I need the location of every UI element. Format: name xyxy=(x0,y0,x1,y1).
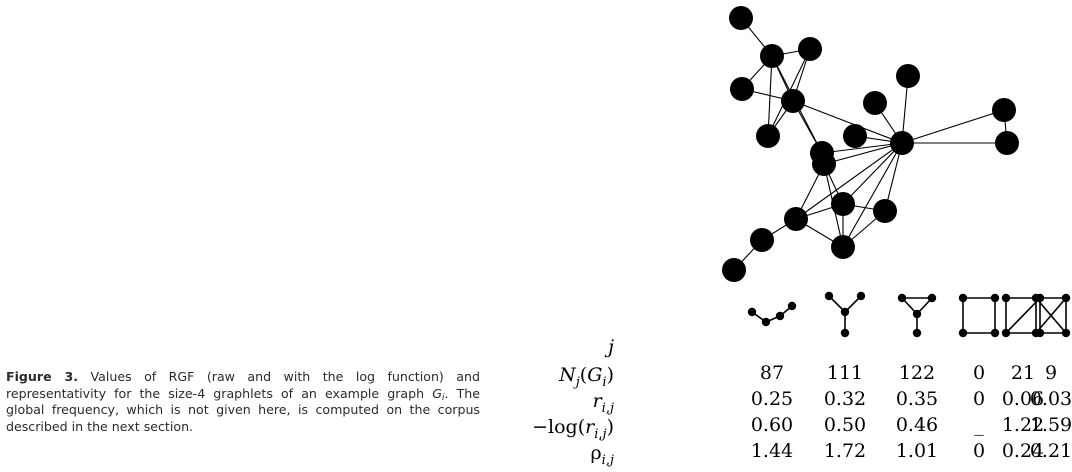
graph-node xyxy=(750,228,774,252)
cell-count-path: 87 xyxy=(759,362,785,384)
graph-node xyxy=(729,6,753,30)
graph-node xyxy=(812,152,836,176)
cell-rep-cycle: 0 xyxy=(972,440,986,462)
cell-log-diamond: 1.22 xyxy=(1001,414,1045,436)
cell-count-diamond: 21 xyxy=(1010,362,1036,384)
example-graph xyxy=(722,6,1019,282)
graphlet-clique-icon xyxy=(1031,293,1071,338)
cell-count-star: 111 xyxy=(826,362,864,384)
graphlet-star-icon xyxy=(824,291,866,338)
graph-node xyxy=(863,91,887,115)
row-label-rgf: ri,j xyxy=(592,390,614,416)
cell-log-path: 0.60 xyxy=(750,414,794,436)
figure-caption: Figure 3. Values of RGF (raw and with th… xyxy=(6,369,480,435)
graph-node xyxy=(781,89,805,113)
cell-rep-path: 1.44 xyxy=(750,440,794,462)
graph-edge xyxy=(842,142,903,205)
graph-edge xyxy=(821,142,903,154)
cell-rgf-clique: 0.03 xyxy=(1029,388,1072,410)
cell-rep-clique: 0.21 xyxy=(1029,440,1072,462)
cell-log-tailed-triangle: 0.46 xyxy=(895,414,939,436)
graph-edge xyxy=(842,142,903,248)
graph-node xyxy=(798,37,822,61)
graph-edge xyxy=(901,109,1005,144)
cell-rgf-tailed-triangle: 0.35 xyxy=(895,388,939,410)
graph-node xyxy=(992,98,1016,122)
caption-graph-symbol: G xyxy=(432,385,442,401)
graph-node xyxy=(995,131,1019,155)
cell-rep-star: 1.72 xyxy=(823,440,867,462)
row-label-count: Nj(Gi) xyxy=(559,364,614,390)
graph-node xyxy=(730,77,754,101)
graph-node xyxy=(760,44,784,68)
caption-text-1: Values of RGF (raw and with the log func… xyxy=(6,369,480,401)
row-label-log-rgf: −log(ri,j) xyxy=(532,416,614,442)
cell-count-tailed-triangle: 122 xyxy=(898,362,936,384)
graph-node xyxy=(873,199,897,223)
row-label-j: j xyxy=(608,336,614,358)
caption-text-2: . The global frequency, which is not giv… xyxy=(6,385,480,434)
cell-log-cycle: _ xyxy=(974,414,984,436)
graph-node xyxy=(722,258,746,282)
graph-node xyxy=(890,131,914,155)
graphlet-cycle-icon xyxy=(958,293,1000,338)
graph-edges xyxy=(733,17,1008,271)
graphlet-glyphs xyxy=(747,291,1071,338)
graphlet-tailed-triangle-icon xyxy=(897,293,937,338)
graph-node xyxy=(831,235,855,259)
cell-rgf-diamond: 0.06 xyxy=(1001,388,1045,410)
cell-rep-diamond: 0.24 xyxy=(1001,440,1045,462)
figure-label: Figure 3. xyxy=(6,369,79,384)
graph-node xyxy=(896,64,920,88)
graph-node xyxy=(784,207,808,231)
cell-rgf-star: 0.32 xyxy=(823,388,867,410)
caption-graph-subscript: i xyxy=(441,392,445,403)
graph-nodes xyxy=(722,6,1019,282)
cell-log-star: 0.50 xyxy=(823,414,867,436)
cell-log-clique: 1.59 xyxy=(1029,414,1072,436)
graphlet-path-icon xyxy=(747,301,797,327)
cell-rep-tailed-triangle: 1.01 xyxy=(895,440,939,462)
cell-rgf-path: 0.25 xyxy=(750,388,794,410)
graph-edge xyxy=(795,142,903,220)
cell-count-clique: 9 xyxy=(1044,362,1058,384)
graph-edge xyxy=(792,100,903,144)
graph-node xyxy=(843,124,867,148)
graph-node xyxy=(756,124,780,148)
graph-node xyxy=(831,192,855,216)
graph-edge xyxy=(823,142,903,165)
cell-count-cycle: 0 xyxy=(972,362,986,384)
cell-rgf-cycle: 0 xyxy=(972,388,986,410)
row-label-representativity: ρi,j xyxy=(590,442,614,468)
